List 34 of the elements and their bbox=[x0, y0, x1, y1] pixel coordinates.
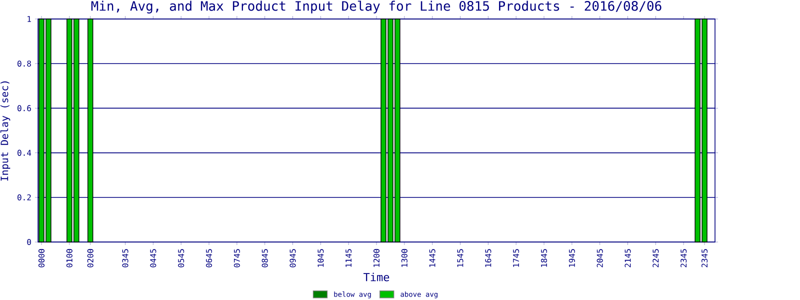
x-tick-label: 0845 bbox=[262, 249, 268, 268]
x-tick-label: 2345 bbox=[680, 249, 687, 268]
y-tick-label: 0.4 bbox=[18, 150, 32, 156]
x-tick-label: 1300 bbox=[401, 249, 408, 267]
x-tick-label: 0445 bbox=[150, 249, 156, 268]
x-tick-label: 2345 bbox=[702, 249, 708, 268]
x-tick-label: 1745 bbox=[513, 249, 520, 267]
y-tick-label: 0.8 bbox=[18, 60, 31, 67]
x-tick-label: 1145 bbox=[346, 249, 352, 267]
y-tick-label: 0.2 bbox=[18, 194, 31, 200]
x-axis-title: Time bbox=[364, 272, 390, 282]
y-tick-label: 0 bbox=[27, 238, 31, 246]
x-tick-label: 0745 bbox=[234, 249, 240, 268]
x-tick-label: 2245 bbox=[652, 249, 659, 268]
x-tick-label: 0200 bbox=[87, 249, 94, 268]
y-axis-title: Input Delay (sec) bbox=[0, 81, 10, 181]
x-tick-label: 0645 bbox=[206, 249, 212, 268]
x-tick-label: 2045 bbox=[596, 249, 603, 268]
x-tick-label: 0945 bbox=[290, 249, 296, 268]
x-tick-label: 0545 bbox=[178, 249, 184, 268]
x-tick-label: 1545 bbox=[457, 249, 464, 267]
x-tick-label: 0345 bbox=[122, 249, 128, 268]
x-tick-label: 0100 bbox=[66, 249, 72, 268]
y-tick-label: 0.6 bbox=[18, 105, 31, 112]
y-tick-label: 1 bbox=[28, 16, 31, 22]
x-tick-label: 1445 bbox=[429, 249, 436, 267]
x-tick-label: 1045 bbox=[318, 249, 324, 267]
x-tick-label: 0000 bbox=[38, 249, 45, 268]
chart-title: Min, Avg, and Max Product Input Delay for Line 0815 Products - 2016/08/06 bbox=[91, 0, 662, 14]
x-tick-label: 1945 bbox=[568, 249, 575, 267]
x-tick-label: 1845 bbox=[540, 249, 548, 267]
x-tick-label: 1200 bbox=[373, 249, 380, 267]
x-tick-label: 1645 bbox=[485, 249, 492, 267]
x-tick-label: 2145 bbox=[624, 249, 631, 268]
